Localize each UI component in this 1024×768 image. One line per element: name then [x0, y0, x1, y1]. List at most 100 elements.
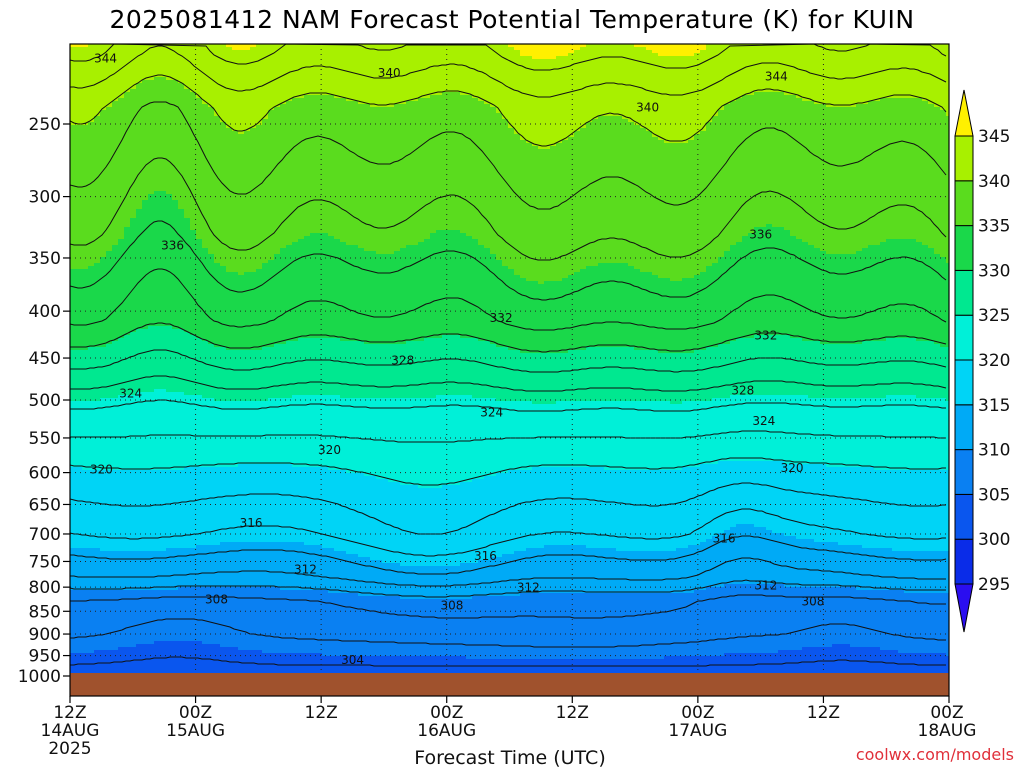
theta-band: [436, 338, 443, 396]
colorbar-label: 300: [978, 530, 1010, 550]
theta-band: [460, 482, 467, 564]
theta-band: [418, 599, 425, 657]
contour-label: 320: [781, 461, 804, 475]
y-tick-label: 300: [29, 188, 61, 208]
theta-band: [880, 470, 887, 549]
theta-band: [844, 587, 851, 645]
theta-band: [544, 593, 551, 660]
theta-band: [682, 467, 689, 549]
theta-band: [796, 587, 803, 651]
theta-contour: [70, 44, 947, 71]
theta-band: [484, 104, 491, 249]
theta-band: [790, 236, 797, 339]
theta-band: [580, 128, 587, 270]
theta-band: [352, 473, 359, 555]
theta-band: [616, 44, 623, 117]
theta-band: [226, 47, 233, 129]
theta-band: [220, 542, 227, 588]
theta-band: [484, 44, 491, 105]
theta-band: [532, 44, 539, 60]
theta-band: [280, 464, 287, 543]
theta-band: [100, 347, 107, 399]
theta-band: [880, 98, 887, 243]
theta-band: [946, 116, 949, 264]
theta-band: [448, 599, 455, 657]
theta-band: [112, 101, 119, 246]
theta-band: [934, 593, 941, 654]
theta-band: [922, 245, 929, 342]
theta-band: [76, 44, 83, 48]
theta-band: [106, 590, 113, 651]
theta-band: [940, 593, 947, 654]
theta-band: [250, 272, 257, 351]
theta-band: [334, 338, 341, 396]
theta-band: [634, 551, 641, 594]
theta-band: [676, 470, 683, 549]
theta-band: [460, 395, 467, 483]
theta-band: [784, 44, 791, 96]
theta-band: [178, 329, 185, 393]
theta-band: [178, 392, 185, 471]
theta-band: [802, 101, 809, 243]
theta-band: [646, 401, 653, 471]
theta-band: [850, 254, 857, 345]
theta-band: [622, 401, 629, 471]
colorbar-box: [954, 538, 974, 585]
theta-band: [424, 566, 431, 600]
theta-band: [778, 461, 785, 534]
theta-band: [130, 470, 137, 552]
theta-band: [328, 470, 335, 549]
theta-band: [88, 122, 95, 267]
theta-band: [790, 587, 797, 651]
theta-band: [526, 470, 533, 549]
theta-band: [604, 401, 611, 471]
y-tick-label: 850: [29, 602, 61, 622]
theta-band: [466, 482, 473, 564]
theta-band: [310, 545, 317, 591]
theta-band: [826, 467, 833, 543]
contour-label: 332: [490, 311, 513, 325]
theta-band: [76, 467, 83, 549]
theta-band: [886, 44, 893, 99]
theta-band: [478, 560, 485, 597]
theta-band: [730, 341, 737, 396]
theta-band: [400, 485, 407, 567]
theta-band: [220, 347, 227, 402]
theta-band: [934, 44, 941, 108]
theta-band: [214, 644, 221, 678]
theta-band: [394, 596, 401, 657]
theta-band: [256, 587, 263, 651]
theta-band: [538, 548, 545, 594]
theta-band: [424, 98, 431, 240]
theta-band: [538, 59, 545, 150]
contour-label: 324: [752, 414, 775, 428]
theta-band: [766, 335, 773, 396]
theta-band: [862, 248, 869, 342]
theta-band: [574, 593, 581, 660]
theta-band: [118, 551, 125, 591]
contour-label: 336: [749, 228, 772, 242]
theta-band: [772, 653, 779, 678]
theta-band: [598, 116, 605, 264]
theta-band: [154, 326, 161, 390]
theta-band: [694, 350, 701, 402]
theta-band: [850, 587, 857, 648]
colorbar-label: 330: [978, 261, 1010, 281]
y-tick-label: 650: [29, 495, 61, 515]
theta-band: [250, 464, 257, 543]
contour-label: 344: [94, 51, 117, 65]
theta-band: [742, 236, 749, 339]
theta-band: [520, 56, 527, 141]
theta-band: [838, 398, 845, 468]
theta-band: [640, 128, 647, 273]
theta-band: [880, 548, 887, 591]
theta-band: [760, 653, 767, 678]
theta-band: [784, 650, 791, 678]
colorbar-label: 335: [978, 217, 1010, 237]
theta-band: [904, 593, 911, 654]
theta-band: [802, 395, 809, 465]
theta-band: [640, 470, 647, 552]
theta-band: [592, 119, 599, 267]
contour-label: 324: [119, 387, 142, 401]
theta-band: [850, 647, 857, 678]
